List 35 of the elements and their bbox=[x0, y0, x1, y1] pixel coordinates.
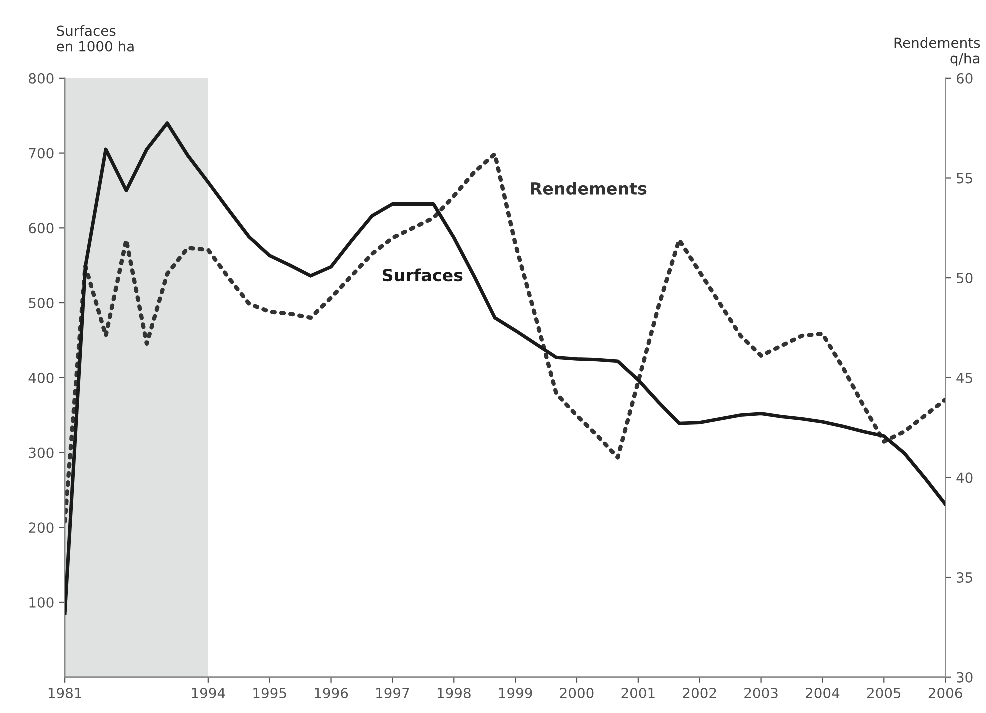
x-tick-label: 2005 bbox=[867, 688, 901, 699]
y2-tick-label: 60 bbox=[956, 73, 973, 84]
x-tick-label: 2002 bbox=[683, 688, 716, 699]
x-tick-label: 2006 bbox=[928, 688, 962, 699]
y2-tick-label: 40 bbox=[956, 472, 973, 484]
y2-tick-label: 55 bbox=[957, 173, 972, 184]
x-tick-label: 1998 bbox=[438, 688, 471, 699]
y2-tick-label: 30 bbox=[957, 672, 973, 683]
series-label: Rendements bbox=[531, 182, 647, 195]
y-tick-label: 600 bbox=[29, 223, 54, 234]
y2-tick-label: 50 bbox=[957, 273, 973, 284]
y-axis-title: Surfaces en 1000 ha bbox=[57, 25, 134, 52]
y2-axis-title: Rendements q/ha bbox=[894, 37, 980, 66]
x-tick-label: 2004 bbox=[806, 688, 840, 699]
x-tick-label: 2000 bbox=[560, 688, 594, 699]
y-tick-label: 400 bbox=[28, 372, 54, 384]
x-tick-label: 2003 bbox=[744, 688, 778, 699]
y-tick-label: 100 bbox=[30, 597, 54, 608]
x-tick-label: 1995 bbox=[254, 688, 286, 699]
y-tick-label: 500 bbox=[29, 298, 54, 308]
x-tick-label: 1997 bbox=[376, 688, 410, 699]
line-series bbox=[65, 152, 946, 524]
y-tick-label: 300 bbox=[29, 448, 54, 458]
y-tick-label: 700 bbox=[29, 148, 54, 159]
series-label: Surfaces bbox=[383, 268, 463, 282]
y-tick-label: 200 bbox=[29, 522, 54, 534]
x-tick-label: 1999 bbox=[499, 688, 532, 699]
y2-tick-label: 35 bbox=[957, 572, 972, 584]
x-tick-label: 2001 bbox=[622, 688, 655, 699]
y2-tick-label: 45 bbox=[956, 373, 972, 384]
x-tick-label: 1996 bbox=[315, 688, 348, 699]
x-tick-label: 1994 bbox=[192, 688, 226, 699]
y-tick-label: 800 bbox=[29, 73, 54, 84]
x-tick-label: 1981 bbox=[48, 688, 82, 699]
line-series bbox=[65, 122, 946, 616]
